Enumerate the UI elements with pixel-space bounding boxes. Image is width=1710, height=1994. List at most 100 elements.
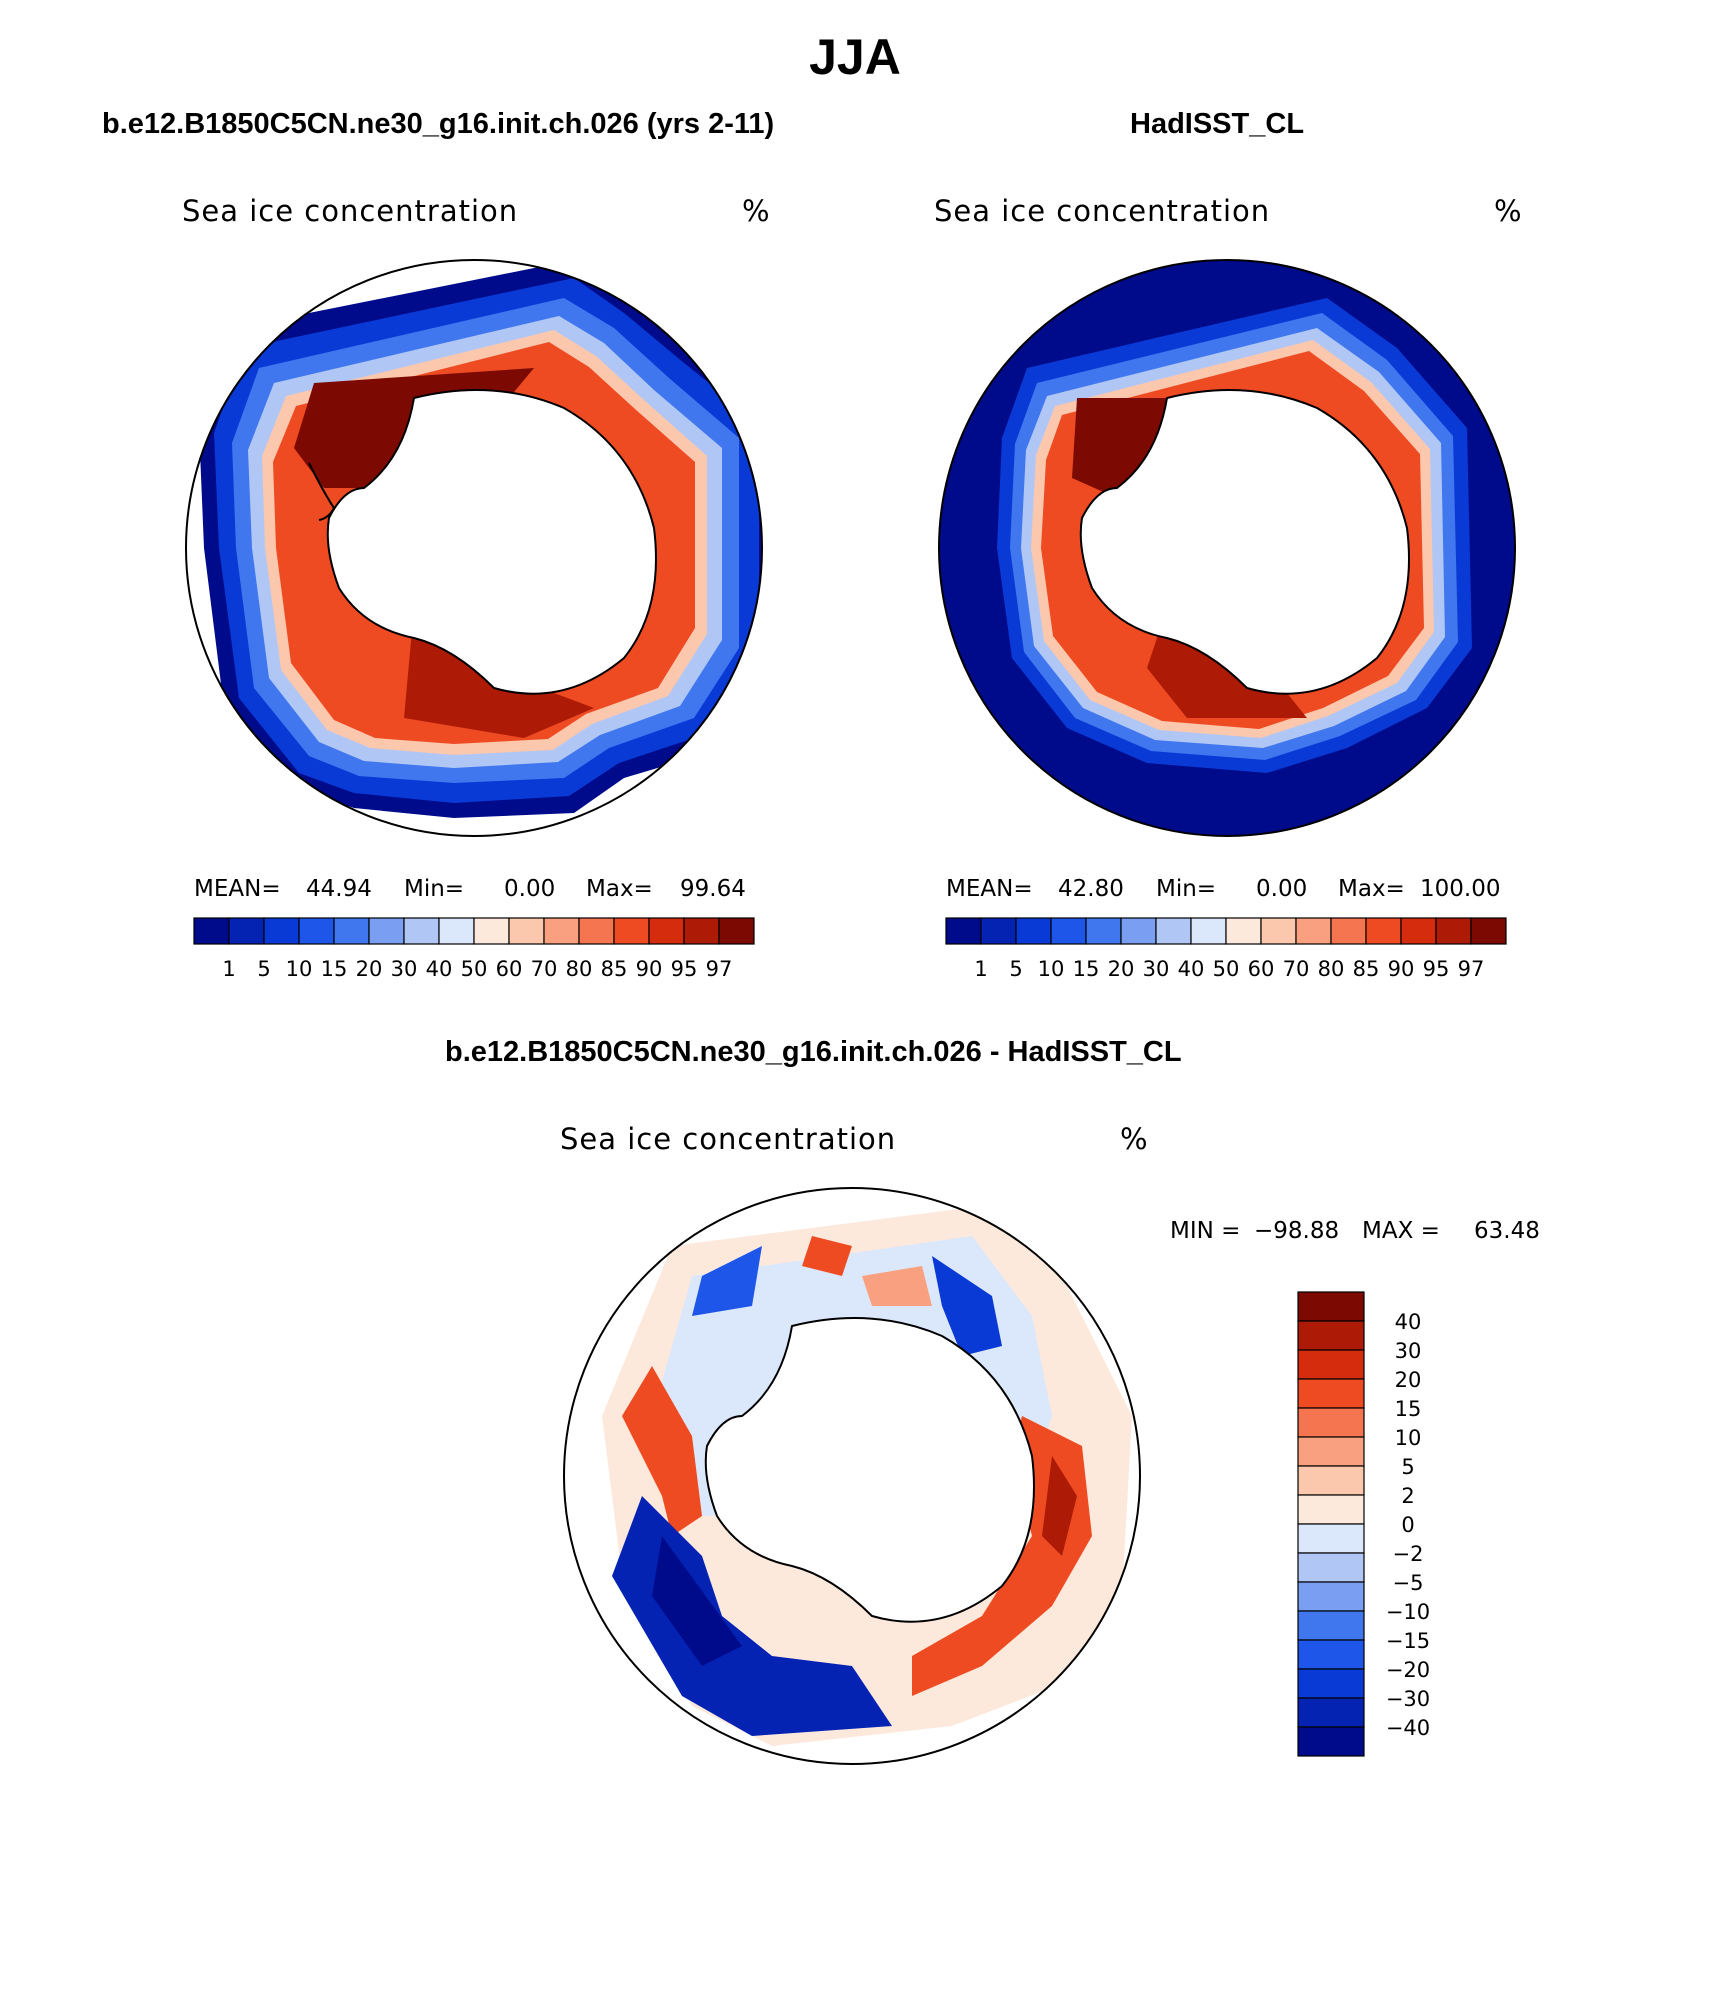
obs-colorbar-swatch	[1225, 917, 1262, 945]
model-colorbar-swatch	[368, 917, 405, 945]
model-colorbar-tick-label: 70	[531, 957, 558, 981]
diff-colorbar-tick-label: −10	[1386, 1600, 1430, 1624]
diff-min-value: −98.88	[1254, 1218, 1340, 1244]
model-colorbar-swatch	[333, 917, 370, 945]
diff-colorbar-swatch	[1297, 1552, 1365, 1583]
obs-max-label: Max=	[1338, 876, 1405, 902]
diff-colorbar-tick-label: −5	[1393, 1571, 1424, 1595]
diff-colorbar-tick-label: 5	[1401, 1455, 1414, 1479]
diff-colorbar-swatch	[1297, 1320, 1365, 1351]
model-colorbar-swatch	[578, 917, 615, 945]
obs-colorbar-tick-label: 60	[1248, 957, 1275, 981]
model-colorbar-swatch	[263, 917, 300, 945]
model-colorbar-tick-label: 60	[496, 957, 523, 981]
diff-colorbar-swatch	[1297, 1697, 1365, 1728]
obs-colorbar-tick-label: 85	[1353, 957, 1380, 981]
model-colorbar-tick-label: 15	[321, 957, 348, 981]
model-colorbar-swatch	[613, 917, 650, 945]
model-sea-ice-map	[185, 259, 763, 837]
obs-colorbar-swatch	[1050, 917, 1087, 945]
obs-colorbar-swatch	[1330, 917, 1367, 945]
model-colorbar-tick-label: 20	[356, 957, 383, 981]
model-colorbar-swatch	[473, 917, 510, 945]
model-variable-label: Sea ice concentration	[182, 194, 519, 228]
obs-variable-label: Sea ice concentration	[934, 194, 1271, 228]
obs-colorbar-swatch	[1155, 917, 1192, 945]
model-colorbar-swatch	[403, 917, 440, 945]
model-colorbar-swatch	[193, 917, 230, 945]
obs-colorbar-tick-label: 50	[1213, 957, 1240, 981]
model-max-value: 99.64	[680, 876, 746, 902]
obs-colorbar-swatch	[1120, 917, 1157, 945]
diff-colorbar-tick-label: 2	[1401, 1484, 1414, 1508]
obs-colorbar-tick-label: 90	[1388, 957, 1415, 981]
diff-colorbar-tick-label: −15	[1386, 1629, 1430, 1653]
diff-colorbar-swatch	[1297, 1581, 1365, 1612]
diff-colorbar-swatch	[1297, 1291, 1365, 1322]
diff-colorbar-swatch	[1297, 1668, 1365, 1699]
diff-colorbar-tick-label: 20	[1395, 1368, 1422, 1392]
model-colorbar-tick-label: 97	[706, 957, 733, 981]
obs-stats: MEAN= 42.80 Min= 0.00 Max= 100.00	[946, 876, 1516, 906]
obs-colorbar-swatch	[980, 917, 1017, 945]
diff-colorbar-swatch	[1297, 1494, 1365, 1525]
model-units-label: %	[742, 194, 771, 228]
obs-case-title: HadISST_CL	[1130, 108, 1305, 140]
obs-colorbar-tick-label: 20	[1108, 957, 1135, 981]
obs-colorbar-tick-label: 30	[1143, 957, 1170, 981]
diff-min-label: MIN =	[1170, 1218, 1241, 1244]
model-mean-value: 44.94	[306, 876, 372, 902]
model-colorbar: 1 5 10 15 20 30 40 50 60 70 80 85 90 95 97	[193, 917, 755, 981]
obs-units-label: %	[1494, 194, 1523, 228]
diff-colorbar-swatch	[1297, 1407, 1365, 1438]
obs-colorbar-swatch	[1295, 917, 1332, 945]
obs-mean-label: MEAN=	[946, 876, 1033, 902]
obs-colorbar-swatch	[1190, 917, 1227, 945]
model-colorbar-tick-label: 80	[566, 957, 593, 981]
obs-colorbar-tick-label: 80	[1318, 957, 1345, 981]
obs-max-value: 100.00	[1420, 876, 1501, 902]
obs-colorbar-swatch	[1470, 917, 1507, 945]
obs-colorbar-swatch	[1435, 917, 1472, 945]
obs-min-label: Min=	[1156, 876, 1217, 902]
diff-colorbar-tick-label: 15	[1395, 1397, 1422, 1421]
obs-colorbar-tick-label: 95	[1423, 957, 1450, 981]
obs-colorbar-swatch	[945, 917, 982, 945]
model-colorbar-swatch	[683, 917, 720, 945]
diff-colorbar-swatch	[1297, 1349, 1365, 1380]
obs-colorbar-tick-label: 5	[1009, 957, 1022, 981]
model-colorbar-swatch	[648, 917, 685, 945]
model-stats: MEAN= 44.94 Min= 0.00 Max= 99.64	[194, 876, 754, 906]
model-colorbar-swatch	[438, 917, 475, 945]
model-max-label: Max=	[586, 876, 653, 902]
diff-colorbar-swatch	[1297, 1465, 1365, 1496]
diff-variable-label: Sea ice concentration	[560, 1122, 897, 1156]
obs-colorbar-tick-label: 1	[974, 957, 987, 981]
diff-colorbar-tick-label: −30	[1386, 1687, 1430, 1711]
diff-colorbar-swatch	[1297, 1610, 1365, 1641]
obs-colorbar-swatch	[1260, 917, 1297, 945]
diff-colorbar-tick-label: −20	[1386, 1658, 1430, 1682]
figure-title: JJA	[809, 29, 901, 85]
obs-colorbar-swatch	[1365, 917, 1402, 945]
obs-colorbar-tick-label: 10	[1038, 957, 1065, 981]
model-colorbar-swatch	[508, 917, 545, 945]
obs-colorbar-tick-label: 40	[1178, 957, 1205, 981]
diff-colorbar-tick-label: 0	[1401, 1513, 1414, 1537]
obs-colorbar-swatch	[1085, 917, 1122, 945]
model-mean-label: MEAN=	[194, 876, 281, 902]
model-case-title: b.e12.B1850C5CN.ne30_g16.init.ch.026 (yr…	[102, 108, 775, 140]
obs-colorbar-tick-label: 15	[1073, 957, 1100, 981]
diff-stats: MIN = −98.88 MAX = 63.48	[1170, 1218, 1550, 1248]
diff-max-label: MAX =	[1362, 1218, 1440, 1244]
diff-sea-ice-map	[563, 1187, 1141, 1765]
diff-colorbar-swatch	[1297, 1378, 1365, 1409]
diff-colorbar-swatch	[1297, 1639, 1365, 1670]
diff-colorbar-swatch	[1297, 1726, 1365, 1757]
diff-case-title: b.e12.B1850C5CN.ne30_g16.init.ch.026 - H…	[445, 1036, 1182, 1068]
model-colorbar-tick-label: 95	[671, 957, 698, 981]
diff-colorbar-tick-label: 30	[1395, 1339, 1422, 1363]
model-colorbar-swatch	[228, 917, 265, 945]
diff-max-value: 63.48	[1474, 1218, 1540, 1244]
